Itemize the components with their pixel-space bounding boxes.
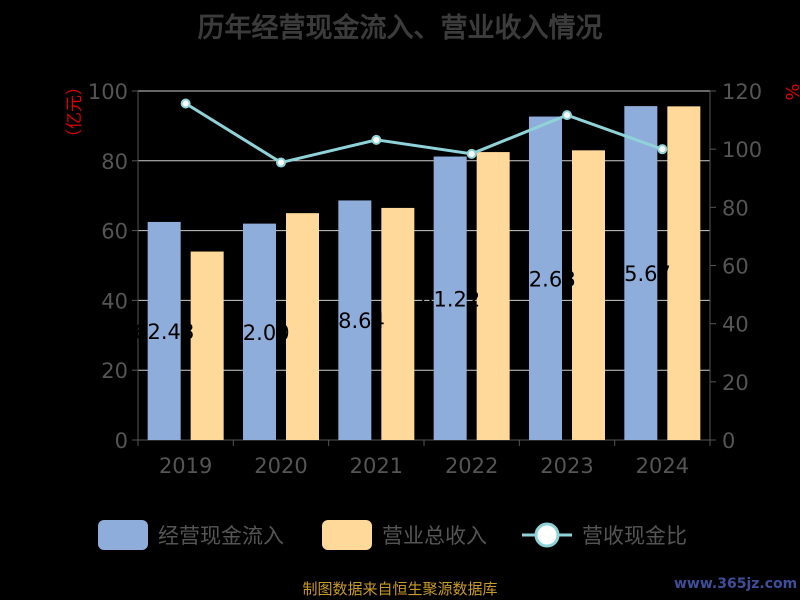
- x-tick-label: 2023: [540, 454, 593, 478]
- bar-revenue: [381, 207, 415, 440]
- ratio-point: [466, 148, 477, 159]
- legend-swatch-cash-inflow: [98, 520, 148, 550]
- x-tick-label: 2019: [159, 454, 212, 478]
- ratio-line: [184, 102, 663, 165]
- bar-revenue: [476, 152, 510, 440]
- left-tick-label: 40: [101, 289, 128, 313]
- bar-cash-inflow: [243, 223, 276, 440]
- legend-label-revenue: 营业总收入: [382, 524, 487, 548]
- left-tick-label: 100: [88, 80, 128, 104]
- bar-data-label: 62.48: [134, 320, 194, 344]
- bar-cash-inflow: [338, 200, 372, 440]
- x-tick-label: 2022: [445, 454, 498, 478]
- ratio-point: [276, 157, 286, 168]
- bar-data-label: 68.64: [325, 309, 385, 333]
- legend-swatch-revenue: [322, 520, 372, 550]
- bar-revenue: [667, 106, 701, 440]
- bar-data-label: 81.22: [420, 287, 480, 311]
- left-tick-label: 0: [115, 429, 128, 453]
- right-tick-label: 60: [722, 255, 749, 279]
- x-tick-label: 2024: [636, 454, 689, 478]
- right-unit-label: %: [781, 83, 800, 100]
- bar-data-label: 92.68: [515, 267, 575, 291]
- right-tick-label: 40: [722, 313, 749, 337]
- left-tick-label: 20: [101, 359, 128, 383]
- bar-cash-inflow: [433, 156, 467, 440]
- bar-cash-inflow: [624, 106, 658, 441]
- left-tick-label: 80: [101, 150, 128, 174]
- x-tick-label: 2021: [350, 454, 403, 478]
- right-tick-label: 80: [722, 196, 749, 220]
- bar-revenue: [190, 251, 224, 440]
- chart-title: 历年经营现金流入、营业收入情况: [197, 13, 603, 44]
- ratio-point: [180, 98, 191, 109]
- watermark: www.365jz.com: [674, 576, 798, 592]
- bar-cash-inflow: [529, 116, 562, 440]
- right-tick-label: 120: [722, 80, 762, 104]
- legend-label-ratio: 营收现金比: [582, 524, 687, 548]
- left-tick-label: 60: [101, 220, 128, 244]
- bar-data-label: 95.67: [611, 262, 671, 286]
- bar-cash-inflow: [147, 221, 181, 440]
- bar-data-label: 62.00: [229, 321, 289, 345]
- source-note: 制图数据来自恒生聚源数据库: [302, 580, 498, 598]
- left-unit-label: （亿元）: [65, 78, 85, 146]
- bar-revenue: [286, 213, 319, 440]
- legend-label-cash-inflow: 经营现金流入: [158, 524, 284, 548]
- x-tick-label: 2020: [254, 454, 307, 478]
- ratio-point: [371, 134, 382, 145]
- bar-revenue: [572, 150, 605, 440]
- ratio-point: [562, 110, 572, 121]
- legend-swatch-ratio-marker: [534, 522, 560, 548]
- right-tick-label: 100: [722, 138, 762, 162]
- right-tick-label: 0: [722, 429, 735, 453]
- right-tick-label: 20: [722, 371, 749, 395]
- ratio-point: [657, 144, 668, 155]
